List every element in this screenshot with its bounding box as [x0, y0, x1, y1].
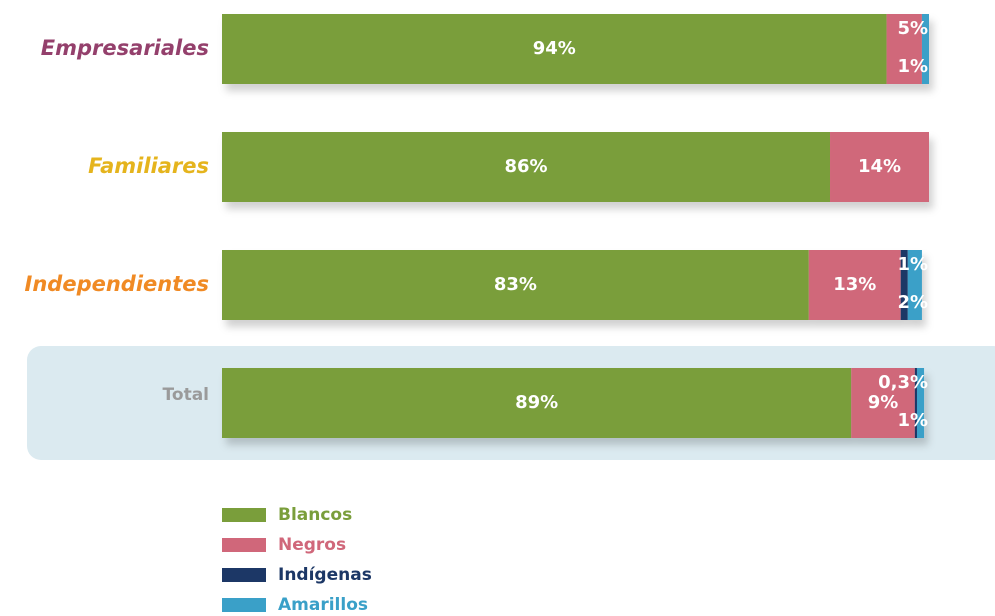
- value-label: 1%: [897, 410, 928, 431]
- bar-segment: [916, 368, 925, 438]
- value-label: 14%: [858, 156, 901, 177]
- bar-segment: [222, 250, 809, 320]
- category-label: Total: [163, 385, 209, 405]
- legend-label: Negros: [278, 535, 346, 555]
- bar-segment: [886, 14, 922, 84]
- bar-segment: [900, 250, 908, 320]
- value-label: 2%: [897, 292, 928, 313]
- bar-segment: [222, 132, 831, 202]
- legend-swatch: [222, 508, 266, 522]
- value-label: 89%: [515, 392, 558, 413]
- value-label: 1%: [897, 56, 928, 77]
- legend-label: Blancos: [278, 505, 352, 525]
- bar-group: [222, 250, 922, 320]
- legend-label: Indígenas: [278, 565, 372, 585]
- value-label: 83%: [494, 274, 537, 295]
- value-label: 13%: [833, 274, 876, 295]
- bar-segment: [808, 250, 901, 320]
- bar-segment: [222, 14, 887, 84]
- category-label: Familiares: [88, 154, 209, 178]
- bar-segment: [921, 14, 929, 84]
- legend-swatch: [222, 598, 266, 612]
- legend-swatch: [222, 538, 266, 552]
- value-label: 94%: [533, 38, 576, 59]
- bar-segment: [222, 368, 852, 438]
- bar-group: [222, 14, 929, 84]
- value-label: 0,3%: [878, 372, 928, 393]
- legend-swatch: [222, 568, 266, 582]
- bar-segment: [907, 250, 922, 320]
- bar-segment: [851, 368, 915, 438]
- category-label: Empresariales: [41, 36, 209, 60]
- value-label: 86%: [504, 156, 547, 177]
- value-label: 1%: [897, 254, 928, 275]
- legend-label: Amarillos: [278, 595, 368, 615]
- bar-segment: [914, 368, 917, 438]
- bar-segment: [830, 132, 929, 202]
- bar-group: [222, 368, 925, 438]
- category-label: Independientes: [25, 272, 209, 296]
- bar-group: [222, 132, 929, 202]
- value-label: 9%: [868, 392, 899, 413]
- value-label: 5%: [897, 18, 928, 39]
